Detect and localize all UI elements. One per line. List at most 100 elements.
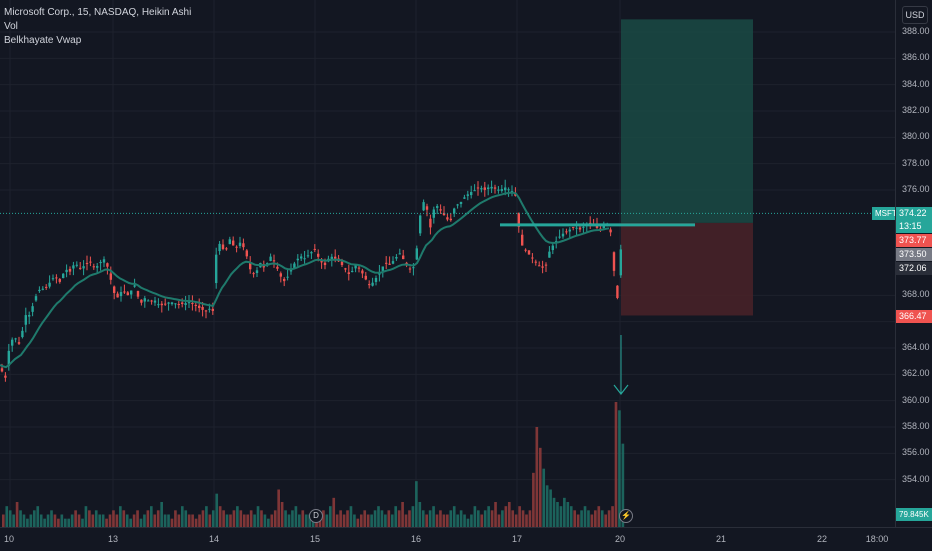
candle: [92, 266, 95, 268]
candle: [361, 270, 364, 274]
volume-bar: [98, 514, 102, 527]
candle: [232, 240, 235, 246]
volume-bar: [191, 514, 194, 527]
candle: [612, 252, 616, 271]
volume-bar: [428, 510, 432, 527]
candle: [34, 296, 38, 301]
volume-bar: [600, 510, 604, 527]
earnings-marker[interactable]: ⚡: [619, 509, 633, 523]
candle: [201, 306, 204, 310]
candle: [317, 253, 320, 257]
volume-bar: [177, 514, 181, 527]
candle: [487, 187, 490, 190]
volume-bar: [404, 514, 408, 527]
chart-area[interactable]: Microsoft Corp., 15, NASDAQ, Heikin Ashi…: [0, 0, 895, 527]
time-tick-label: 16: [410, 534, 422, 544]
volume-bar: [328, 506, 332, 527]
volume-bar: [394, 506, 398, 527]
candle: [517, 212, 520, 227]
candle: [113, 286, 116, 293]
volume-bar: [411, 506, 415, 527]
volume-bar: [132, 514, 136, 527]
volume-bar: [604, 514, 607, 527]
candle: [310, 252, 313, 254]
candle: [225, 248, 228, 250]
candle: [0, 368, 4, 372]
volume-bar: [442, 514, 446, 527]
candle: [371, 282, 374, 286]
volume-bar: [232, 510, 236, 527]
candle: [466, 194, 469, 196]
volume-bar: [497, 514, 501, 527]
volume-bar: [39, 514, 43, 527]
volume-bar: [150, 506, 153, 527]
volume-bar: [549, 489, 552, 527]
volume-bar: [514, 514, 518, 527]
volume-bar: [163, 514, 167, 527]
volume-bar: [545, 485, 549, 527]
candle: [521, 234, 524, 246]
candle: [436, 206, 439, 208]
volume-bar: [573, 510, 577, 527]
symbol-badge: MSFT: [872, 207, 900, 220]
candle: [249, 263, 252, 270]
volume-bar: [339, 510, 342, 527]
volume-bar: [480, 514, 484, 527]
candle: [412, 267, 415, 269]
candle: [119, 292, 123, 297]
candle: [228, 239, 231, 245]
legend-vol[interactable]: Vol: [4, 21, 18, 32]
legend-vwap[interactable]: Belkhayate Vwap: [4, 35, 82, 46]
volume-bar: [507, 502, 511, 527]
volume-bar: [249, 510, 253, 527]
time-axis[interactable]: 10 13 14 15 16 17 20 21 22 18:00: [0, 527, 932, 551]
volume-bar: [569, 506, 573, 527]
volume-bar: [256, 506, 260, 527]
candle: [198, 305, 201, 308]
candle: [191, 303, 194, 305]
volume-bar: [67, 518, 71, 527]
volume-bar: [473, 506, 477, 527]
currency-button[interactable]: USD: [902, 6, 928, 24]
volume-bar: [501, 510, 504, 527]
candle: [572, 226, 575, 228]
candle: [130, 290, 133, 295]
volume-bar: [112, 510, 115, 527]
volume-bar: [222, 510, 225, 527]
volume-bar: [5, 506, 9, 527]
candle: [408, 268, 412, 270]
last-price-badge: 374.22: [896, 207, 932, 220]
volume-bar: [353, 514, 356, 527]
volume-bar: [91, 514, 95, 527]
price-tick-label: 380.00: [902, 131, 930, 142]
volume-bar: [194, 518, 198, 527]
volume-bar: [377, 506, 380, 527]
candle: [497, 189, 500, 191]
volume-bar: [242, 514, 246, 527]
time-tick-label: 18:00: [865, 534, 889, 544]
price-axis[interactable]: USD 388.00 386.00 384.00 382.00 380.00 378.00…: [895, 0, 932, 527]
volume-bar: [304, 514, 308, 527]
candle: [354, 265, 357, 269]
time-tick-label: 17: [511, 534, 523, 544]
candle: [51, 278, 55, 280]
volume-bar: [521, 510, 525, 527]
candle: [174, 303, 177, 305]
dividend-marker[interactable]: D: [309, 509, 323, 523]
volume-bar: [81, 518, 84, 527]
volume-bar: [346, 510, 349, 527]
volume-bar: [525, 514, 528, 527]
candle: [575, 227, 578, 229]
candle: [194, 304, 197, 306]
volume-bar: [435, 514, 439, 527]
volume-bar: [552, 497, 556, 527]
candle: [106, 263, 109, 267]
volume-bar: [366, 514, 370, 527]
volume-bar: [184, 510, 188, 527]
volume-bar: [15, 502, 19, 527]
entry-price-badge: 373.50: [896, 248, 932, 261]
price-chart[interactable]: [0, 0, 895, 527]
volume-bar: [225, 514, 229, 527]
volume-bar: [356, 518, 360, 527]
candle: [368, 284, 371, 286]
